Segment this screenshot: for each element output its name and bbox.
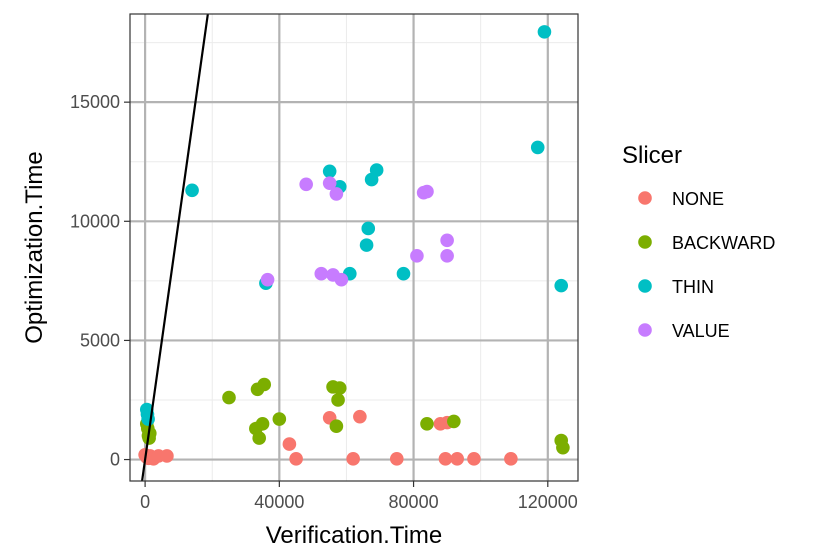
point-none bbox=[467, 452, 481, 466]
point-value bbox=[440, 233, 454, 248]
legend-key-none bbox=[638, 191, 652, 205]
point-thin bbox=[185, 183, 199, 198]
point-thin bbox=[537, 25, 552, 39]
point-none bbox=[438, 452, 453, 466]
point-backward bbox=[556, 440, 570, 455]
x-tick-label: 120000 bbox=[518, 492, 578, 512]
y-tick-label: 10000 bbox=[70, 211, 120, 231]
y-axis-title: Optimization.Time bbox=[21, 151, 48, 344]
panel-border bbox=[129, 13, 579, 482]
point-none bbox=[346, 452, 360, 466]
point-thin bbox=[322, 164, 337, 179]
identity-line bbox=[140, 13, 209, 482]
point-backward bbox=[329, 419, 344, 433]
point-none bbox=[353, 409, 367, 424]
data-points bbox=[138, 25, 570, 466]
point-thin bbox=[359, 238, 374, 252]
legend-label-thin: THIN bbox=[672, 277, 714, 297]
x-tick-label: 80000 bbox=[389, 492, 439, 512]
point-backward bbox=[222, 390, 236, 405]
point-thin bbox=[369, 163, 384, 177]
point-none bbox=[282, 437, 297, 451]
point-value bbox=[440, 249, 454, 263]
point-value bbox=[299, 177, 313, 192]
legend-label-backward: BACKWARD bbox=[672, 233, 775, 253]
point-backward bbox=[252, 431, 266, 445]
point-thin bbox=[530, 140, 545, 155]
point-backward bbox=[332, 381, 347, 395]
x-axis-title: Verification.Time bbox=[266, 522, 443, 549]
axis-ticks: 0 40000 80000 120000 0 5000 10000 15000 bbox=[70, 92, 578, 512]
legend-key-value bbox=[638, 323, 652, 337]
point-none bbox=[389, 452, 404, 466]
y-tick-label: 15000 bbox=[70, 92, 120, 112]
point-none bbox=[289, 452, 303, 466]
legend-label-none: NONE bbox=[672, 189, 724, 209]
point-value bbox=[322, 176, 337, 190]
point-value bbox=[329, 187, 344, 201]
x-tick-label: 40000 bbox=[254, 492, 304, 512]
legend-title: Slicer bbox=[622, 142, 682, 169]
reference-line bbox=[140, 13, 209, 482]
point-backward bbox=[257, 377, 272, 392]
minor-gridlines bbox=[130, 14, 578, 481]
point-value bbox=[420, 184, 434, 199]
point-backward bbox=[331, 393, 345, 407]
point-none bbox=[504, 452, 518, 466]
y-tick-label: 5000 bbox=[80, 330, 120, 350]
point-backward bbox=[447, 414, 461, 429]
point-value bbox=[410, 249, 424, 263]
point-value bbox=[314, 266, 329, 281]
point-value bbox=[334, 272, 349, 287]
legend-key-thin bbox=[638, 279, 652, 293]
point-thin bbox=[396, 266, 411, 281]
point-thin bbox=[554, 278, 569, 293]
point-thin bbox=[361, 221, 376, 236]
point-backward bbox=[272, 412, 287, 426]
point-none bbox=[160, 449, 174, 463]
point-backward bbox=[255, 417, 270, 431]
point-none bbox=[450, 452, 464, 466]
legend: Slicer NONE BACKWARD THIN VALUE bbox=[622, 142, 775, 341]
major-gridlines bbox=[130, 14, 578, 481]
point-value bbox=[260, 272, 275, 287]
legend-label-value: VALUE bbox=[672, 321, 730, 341]
legend-key-backward bbox=[638, 235, 652, 249]
y-tick-label: 0 bbox=[110, 450, 120, 470]
x-tick-label: 0 bbox=[140, 492, 150, 512]
point-backward bbox=[420, 417, 434, 431]
point-thin bbox=[141, 412, 155, 426]
